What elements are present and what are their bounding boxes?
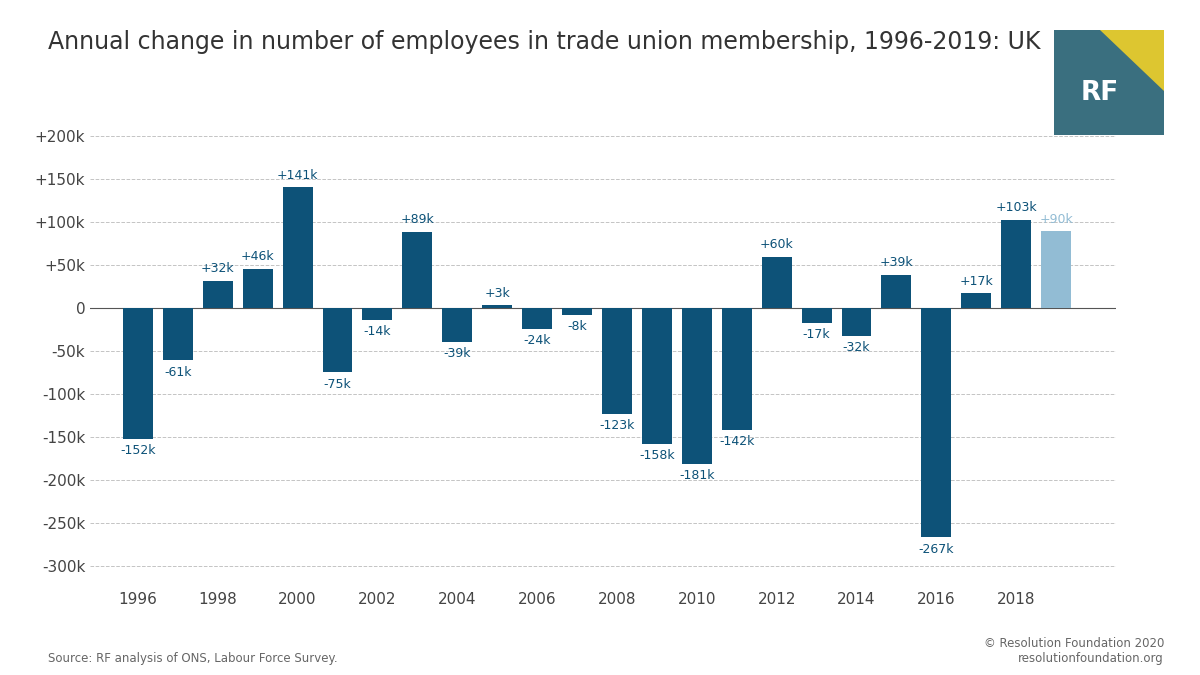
Bar xyxy=(721,308,751,430)
Text: Annual change in number of employees in trade union membership, 1996-2019: UK: Annual change in number of employees in … xyxy=(48,30,1040,55)
Text: -267k: -267k xyxy=(919,543,954,556)
Text: -32k: -32k xyxy=(842,341,870,354)
Bar xyxy=(682,308,712,464)
Bar xyxy=(203,281,233,308)
Text: -75k: -75k xyxy=(324,377,352,391)
Text: -14k: -14k xyxy=(364,325,391,338)
Text: +103k: +103k xyxy=(995,201,1037,215)
Bar xyxy=(482,306,512,308)
Text: -142k: -142k xyxy=(719,435,755,448)
Text: +39k: +39k xyxy=(880,256,913,269)
Bar xyxy=(522,308,552,329)
Bar xyxy=(362,308,392,320)
Bar xyxy=(323,308,353,373)
Text: +60k: +60k xyxy=(760,238,793,251)
Text: +32k: +32k xyxy=(200,263,234,275)
Bar xyxy=(642,308,672,443)
Text: -17k: -17k xyxy=(803,328,830,341)
Bar xyxy=(961,294,991,308)
Text: +89k: +89k xyxy=(401,213,434,226)
Text: -61k: -61k xyxy=(164,366,192,379)
Text: -123k: -123k xyxy=(599,419,635,432)
Text: -152k: -152k xyxy=(120,443,156,457)
Bar xyxy=(242,269,272,308)
Text: +46k: +46k xyxy=(241,250,275,263)
Bar xyxy=(283,187,312,308)
Text: +3k: +3k xyxy=(485,288,510,300)
Text: © Resolution Foundation 2020
resolutionfoundation.org: © Resolution Foundation 2020 resolutionf… xyxy=(984,637,1164,665)
Bar xyxy=(163,308,193,360)
Text: -24k: -24k xyxy=(523,334,551,347)
Bar xyxy=(602,308,632,414)
Text: -39k: -39k xyxy=(444,347,472,360)
Bar xyxy=(402,232,432,308)
Bar xyxy=(802,308,832,323)
Bar xyxy=(443,308,473,342)
Bar xyxy=(1001,219,1031,308)
Bar xyxy=(122,308,152,439)
Bar xyxy=(562,308,592,315)
Text: RF: RF xyxy=(1081,80,1120,106)
Text: -158k: -158k xyxy=(640,449,674,462)
Text: +90k: +90k xyxy=(1039,213,1073,225)
Text: Source: RF analysis of ONS, Labour Force Survey.: Source: RF analysis of ONS, Labour Force… xyxy=(48,652,337,665)
Bar xyxy=(841,308,871,335)
Bar xyxy=(882,275,911,308)
Text: -181k: -181k xyxy=(679,468,714,482)
Bar xyxy=(1042,231,1072,308)
Text: +17k: +17k xyxy=(959,275,994,288)
Bar xyxy=(762,256,792,308)
Text: -8k: -8k xyxy=(568,320,587,333)
Bar xyxy=(922,308,952,537)
Polygon shape xyxy=(1100,30,1164,91)
Text: +141k: +141k xyxy=(277,169,318,182)
